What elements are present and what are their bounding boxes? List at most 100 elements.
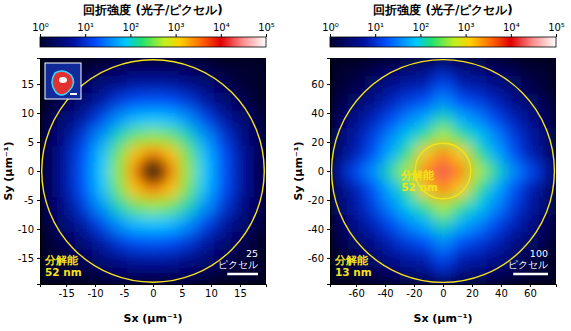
resolution-circle — [332, 60, 555, 283]
cell — [347, 110, 365, 128]
cell — [110, 197, 128, 215]
cell — [504, 128, 522, 146]
tick-label: 0 — [440, 288, 446, 299]
cell — [196, 75, 214, 93]
x-axis: -15-10-5051015 — [41, 284, 267, 299]
cell — [75, 128, 93, 146]
cell — [214, 110, 232, 128]
cell — [521, 180, 539, 198]
scale-bar-label: ピクセル — [218, 259, 258, 270]
cell — [382, 93, 400, 111]
cell — [382, 145, 400, 163]
tick-mark — [37, 200, 40, 201]
cell — [196, 128, 214, 146]
axis-line — [331, 285, 557, 288]
cell — [214, 180, 232, 198]
tick: 0 — [440, 284, 446, 299]
tick-mark — [327, 229, 330, 230]
cell — [469, 249, 487, 267]
cell — [469, 162, 487, 180]
cell — [162, 110, 180, 128]
cell — [486, 128, 504, 146]
colorbar-tick-label: 10⁰ — [32, 22, 49, 33]
tick-mark — [327, 84, 330, 85]
cell — [417, 249, 435, 267]
cell — [144, 75, 162, 93]
colorbar — [40, 37, 266, 47]
cell — [179, 267, 197, 284]
tick-mark — [327, 113, 330, 114]
cell — [110, 180, 128, 198]
cell — [452, 110, 470, 128]
cell — [434, 145, 452, 163]
x-axis-title: Sx (μm⁻¹) — [413, 312, 472, 325]
cell — [231, 162, 249, 180]
cell — [249, 58, 266, 76]
cell — [92, 93, 110, 111]
cell — [400, 145, 418, 163]
cell — [521, 128, 539, 146]
cell — [110, 267, 128, 284]
x-axis-title: Sx (μm⁻¹) — [123, 312, 182, 325]
cell — [469, 145, 487, 163]
cell — [144, 180, 162, 198]
cell — [417, 145, 435, 163]
inset-scale — [70, 93, 77, 95]
cell — [127, 197, 145, 215]
colorbar-tick: 10² — [123, 22, 140, 37]
tick: -60 — [348, 284, 364, 299]
cell — [400, 75, 418, 93]
cell — [196, 93, 214, 111]
y-axis: -15-10-5051015 — [18, 59, 41, 285]
tick-label: 60 — [311, 79, 324, 90]
cell — [417, 232, 435, 250]
tick: -10 — [18, 224, 40, 235]
cell — [504, 197, 522, 215]
tick-label: 0 — [150, 288, 156, 299]
cell — [521, 214, 539, 232]
cell — [110, 162, 128, 180]
cell — [365, 93, 383, 111]
colorbar-tick: 10³ — [168, 22, 185, 37]
cell — [521, 75, 539, 93]
panel: 分解能13 nm分解能52 nm100ピクセル-60-40-200204060-… — [292, 3, 565, 325]
cell — [452, 75, 470, 93]
cell — [214, 128, 232, 146]
cell — [162, 197, 180, 215]
cell — [486, 249, 504, 267]
cell — [452, 128, 470, 146]
tick-mark — [182, 284, 183, 287]
cell — [110, 214, 128, 232]
cell — [162, 93, 180, 111]
cell — [127, 162, 145, 180]
cell — [365, 128, 383, 146]
tick: -10 — [87, 284, 103, 299]
plot-area — [40, 58, 266, 284]
cell — [231, 110, 249, 128]
cell — [365, 110, 383, 128]
cell — [469, 128, 487, 146]
cell — [162, 75, 180, 93]
tick-mark — [211, 284, 212, 287]
cell — [179, 214, 197, 232]
cell — [417, 214, 435, 232]
cell — [92, 162, 110, 180]
cell — [434, 162, 452, 180]
cell — [144, 145, 162, 163]
x-axis: -60-40-200204060 — [331, 284, 557, 299]
cell — [452, 93, 470, 111]
tick-mark — [327, 258, 330, 259]
cell — [365, 197, 383, 215]
tick-mark — [37, 258, 40, 259]
cell — [486, 180, 504, 198]
cell — [179, 75, 197, 93]
annotations: 分解能13 nm分解能52 nm100ピクセル — [334, 169, 548, 278]
cell — [249, 128, 266, 146]
tick: 20 — [311, 137, 330, 148]
annotations: 分解能52 nm25ピクセル — [44, 248, 258, 278]
tick-label: 20 — [311, 137, 324, 148]
cell — [469, 75, 487, 93]
cell — [400, 197, 418, 215]
tick: 20 — [466, 284, 479, 299]
cell — [347, 162, 365, 180]
